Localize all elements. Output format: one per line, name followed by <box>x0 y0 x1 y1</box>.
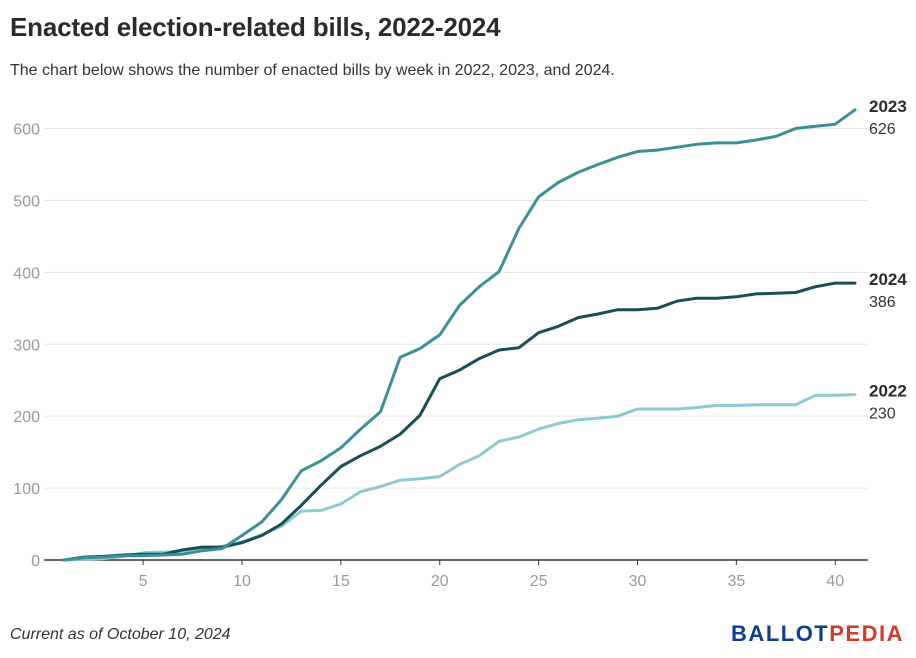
gridlines <box>44 128 868 489</box>
chart-title: Enacted election-related bills, 2022-202… <box>10 12 501 42</box>
x-axis-ticks: 5 10 15 20 25 30 35 40 <box>139 560 844 590</box>
x-tick-label-15: 15 <box>332 573 350 590</box>
series-label-2024: 2024 <box>869 270 907 289</box>
chart-subtitle: The chart below shows the number of enac… <box>10 62 615 79</box>
y-tick-label-300: 300 <box>13 337 40 354</box>
logo-part-pedia: PEDIA <box>829 621 904 646</box>
series-end-labels: 2023 626 2024 386 2022 230 <box>869 97 907 423</box>
series-lines <box>62 108 857 562</box>
x-tick-label-5: 5 <box>139 573 148 590</box>
x-tick-label-30: 30 <box>629 573 647 590</box>
y-tick-label-500: 500 <box>13 193 40 210</box>
x-tick-label-25: 25 <box>530 573 548 590</box>
y-tick-label-0: 0 <box>31 553 40 570</box>
logo-part-ballot: BALLOT <box>731 621 830 646</box>
x-tick-label-35: 35 <box>727 573 745 590</box>
series-end-value-2024: 386 <box>869 294 896 311</box>
footnote: Current as of October 10, 2024 <box>10 626 231 643</box>
series-label-2023: 2023 <box>869 97 907 116</box>
series-line-2024 <box>62 281 857 562</box>
series-line-2023 <box>62 108 857 562</box>
y-tick-label-600: 600 <box>13 122 40 139</box>
series-line-2022 <box>62 393 857 562</box>
x-tick-label-10: 10 <box>233 573 251 590</box>
x-tick-label-20: 20 <box>431 573 449 590</box>
y-tick-label-400: 400 <box>13 265 40 282</box>
y-tick-label-200: 200 <box>13 409 40 426</box>
series-label-2022: 2022 <box>869 382 907 401</box>
series-end-value-2022: 230 <box>869 406 896 423</box>
ballotpedia-logo[interactable]: BALLOTPEDIA <box>731 621 904 647</box>
y-tick-label-100: 100 <box>13 481 40 498</box>
y-axis-ticks: 0 100 200 300 400 500 600 <box>13 122 40 571</box>
series-end-value-2023: 626 <box>869 121 896 138</box>
x-tick-label-40: 40 <box>826 573 844 590</box>
